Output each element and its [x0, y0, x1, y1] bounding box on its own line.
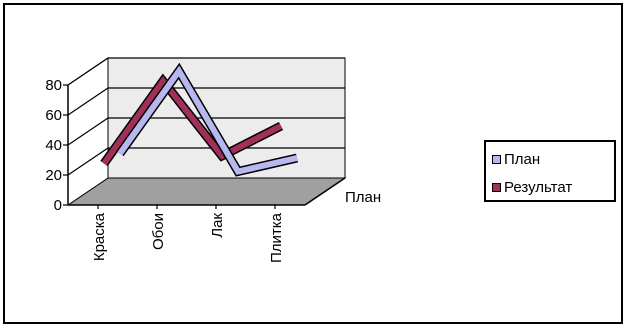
depth-axis-label: План: [345, 189, 381, 206]
x-tick-label: Плитка: [268, 212, 285, 263]
y-tick-label: 40: [45, 137, 62, 154]
x-tick-label: Обои: [150, 213, 167, 250]
x-axis-tick-labels: Краска Обои Лак Плитка: [91, 212, 285, 263]
gridline: [67, 87, 345, 116]
gridline: [67, 57, 345, 86]
series-line: [117, 65, 298, 175]
gridline: [67, 147, 345, 176]
series-line: [101, 76, 283, 166]
depth-axis-line: [304, 177, 346, 206]
legend-swatch: [492, 154, 501, 164]
y-tick-label: 60: [45, 107, 62, 124]
y-tick-label: 20: [45, 167, 62, 184]
x-tick-label: Краска: [91, 212, 108, 261]
legend-item-plan: План: [492, 150, 540, 168]
series-lines: [100, 62, 299, 177]
axes: [63, 84, 346, 209]
y-tick-label: 0: [54, 197, 62, 214]
gridlines: [67, 57, 345, 176]
gridline: [67, 117, 345, 146]
chart-floor: [66, 177, 347, 206]
legend: План Результат: [484, 140, 616, 202]
legend-label: Результат: [504, 178, 573, 196]
legend-label: План: [504, 150, 541, 168]
y-tick-label: 80: [45, 77, 62, 94]
y-axis-tick-labels: 0 20 40 60 80: [45, 77, 62, 214]
legend-item-result: Результат: [492, 178, 572, 196]
x-tick-label: Лак: [209, 213, 226, 238]
legend-swatch: [492, 182, 501, 192]
